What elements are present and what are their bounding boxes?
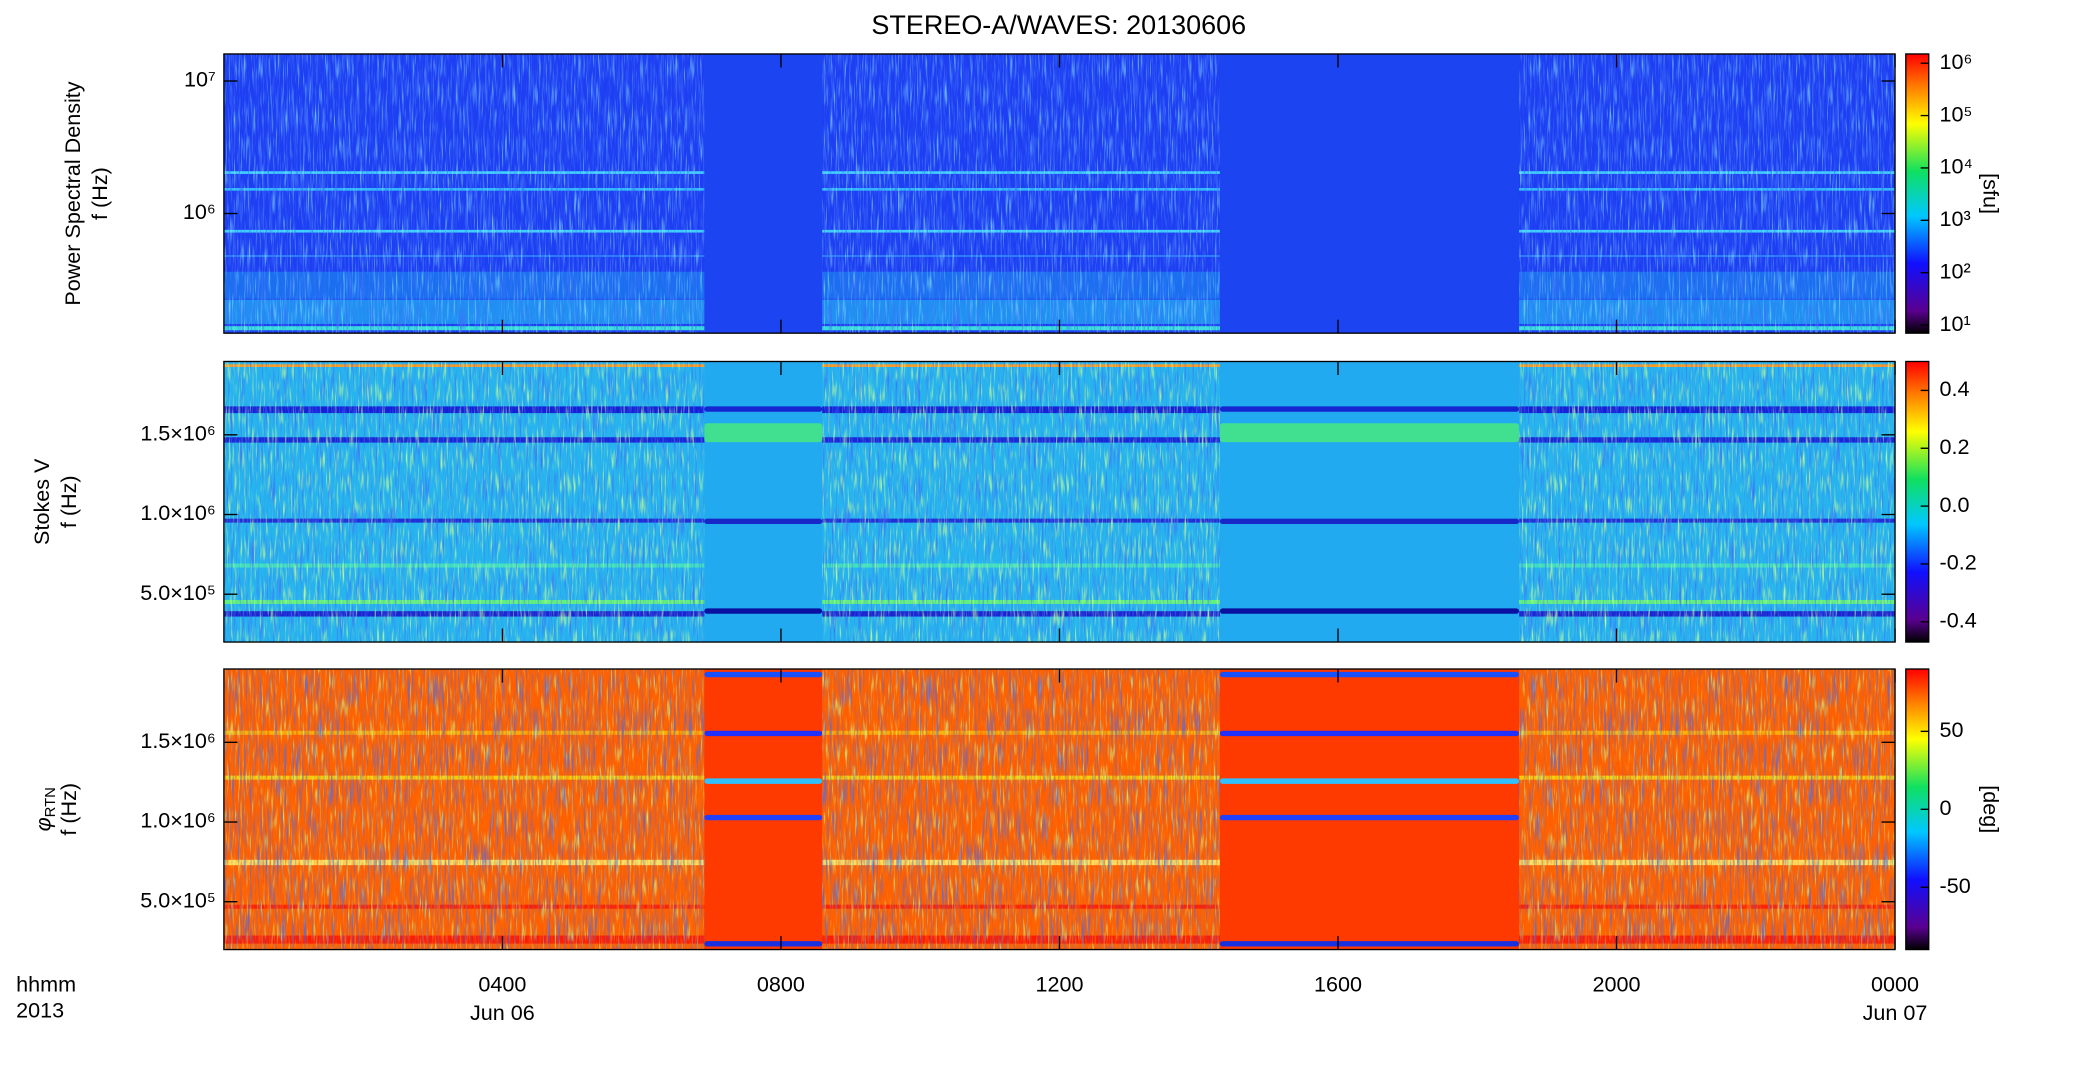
colorbar-tick-label: 10⁵ [1940,101,1973,126]
label-subscript: RTN [43,787,59,817]
colorbar-tick-label: 0.2 [1940,434,1970,459]
colorbar-tick-label: 10³ [1940,206,1971,231]
spectrogram-noise [223,53,705,334]
y-axis-label: f (Hz) [56,475,81,528]
data-gap-band [1219,814,1520,821]
spectrogram-noise [822,669,1220,950]
data-gap-band [704,608,823,614]
y-axis-label: Power Spectral Density [60,81,85,305]
data-gap [1219,669,1520,950]
x-tick-label: 2000 [1593,972,1641,997]
label-symbol: φ [30,817,55,831]
y-tick-label: 1.5×10⁶ [140,728,215,753]
data-gap-band [704,941,823,947]
data-gap-band [1219,423,1520,443]
x-tick-label: 0000 [1871,972,1919,997]
x-tick-label: 0800 [757,972,805,997]
colorbar-tick-label: 0 [1940,795,1952,820]
y-tick-label: 1.0×10⁶ [140,500,215,525]
colorbar-tick-label: 50 [1940,717,1964,742]
spectrogram-noise [1519,53,1896,334]
colorbar [1905,360,1930,643]
data-gap-band [1219,730,1520,737]
spectrogram-noise [822,361,1220,643]
x-date-label: Jun 06 [470,1000,535,1025]
spectrogram-noise [1519,361,1896,643]
data-gap-band [1219,671,1520,678]
colorbar-tick-label: 0.0 [1940,492,1970,517]
x-tick-label: 0400 [478,972,526,997]
data-gap-band [1219,518,1520,524]
data-gap-band [704,518,823,524]
colorbar [1905,53,1930,334]
data-gap-band [704,671,823,678]
colorbar-tick-label: 0.4 [1940,376,1970,401]
spectrogram-noise [223,361,705,643]
y-axis-label: φRTN [30,787,59,831]
colorbar-tick-label: 10⁶ [1940,49,1973,74]
data-gap-band [704,730,823,737]
colorbar-tick-label: 10² [1940,258,1971,283]
colorbar-tick-label: 10⁴ [1940,154,1973,179]
colorbar-tick-label: -0.2 [1940,550,1977,575]
y-axis-label: f (Hz) [87,167,112,220]
spectrogram-noise [822,53,1220,334]
data-gap [704,361,823,643]
x-tick-label: 1600 [1314,972,1362,997]
spectrogram [223,53,1896,334]
y-tick-label: 10⁷ [184,67,216,92]
y-tick-label: 10⁶ [183,199,216,224]
y-tick-label: 1.5×10⁶ [140,421,215,446]
data-gap [1219,361,1520,643]
x-axis-label: 2013 [16,997,64,1022]
x-axis-label: hhmm [16,972,76,997]
data-gap-band [1219,608,1520,614]
data-gap [1219,53,1520,334]
data-gap-band [1219,941,1520,947]
data-gap [704,53,823,334]
colorbar-tick-label: -50 [1940,873,1971,898]
x-tick-label: 1200 [1035,972,1083,997]
y-axis-label: Stokes V [29,458,54,545]
y-tick-label: 1.0×10⁶ [140,808,215,833]
spectrogram-noise [1519,669,1896,950]
spectrogram [223,361,1896,643]
y-axis-label: f (Hz) [56,783,81,836]
data-gap-band [1219,778,1520,784]
chart-title: STEREO-A/WAVES: 20130606 [871,10,1246,40]
data-gap-band [704,814,823,821]
colorbar-tick-label: -0.4 [1940,607,1977,632]
y-tick-label: 5.0×10⁵ [140,887,216,912]
data-gap-band [704,406,823,412]
colorbar-tick-label: 10¹ [1940,311,1971,336]
data-gap-band [1219,406,1520,412]
spectrogram [223,669,1896,950]
x-date-label: Jun 07 [1863,1000,1928,1025]
spectrogram-noise [223,669,705,950]
colorbar-label: [sfu] [1979,173,2004,214]
data-gap-band [704,423,823,443]
colorbar-label: [deg] [1979,785,2004,833]
data-gap [704,669,823,950]
y-tick-label: 5.0×10⁵ [140,580,216,605]
data-gap-band [704,778,823,784]
